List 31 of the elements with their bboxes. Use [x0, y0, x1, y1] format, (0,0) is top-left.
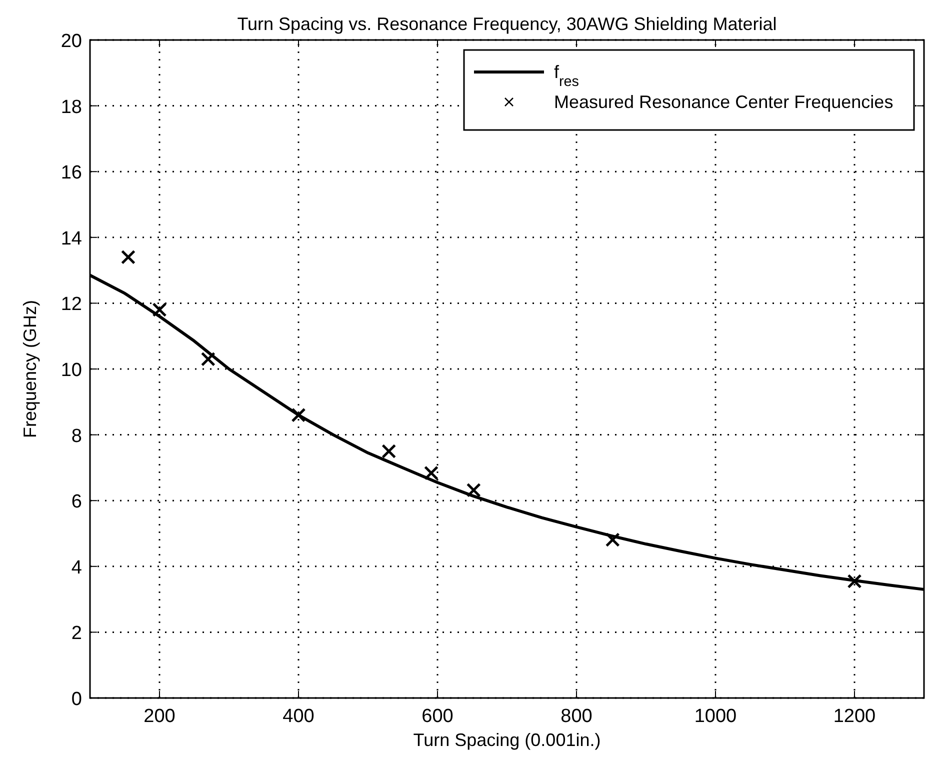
- point: [120, 250, 136, 264]
- point: [605, 532, 620, 547]
- point: [152, 302, 167, 318]
- point: [382, 444, 396, 458]
- y-tick-label: 14: [60, 228, 82, 250]
- y-tick-label: 12: [60, 294, 82, 316]
- y-tick-label: 16: [60, 162, 82, 184]
- y-tick-label: 4: [71, 557, 82, 578]
- chart-title: Turn Spacing vs. Resonance Frequency, 30AWG Shielding Material: [237, 14, 777, 34]
- legend-label: Measured Resonance Center Frequencies: [554, 92, 894, 112]
- point: [200, 352, 216, 366]
- y-tick-label: 20: [60, 31, 82, 52]
- y-tick-label: 6: [71, 492, 82, 513]
- y-tick-label: 2: [71, 623, 82, 644]
- y-tick-label: 18: [60, 96, 82, 118]
- point: [466, 482, 481, 498]
- legend-label: f$_{res}$: [554, 62, 580, 90]
- x-tick-label: 600: [422, 706, 454, 727]
- y-tick-label: 8: [71, 426, 82, 447]
- point: [424, 466, 438, 480]
- x-axis-title: Turn Spacing (0.001in.): [413, 730, 601, 750]
- point: [847, 574, 862, 588]
- x-tick-label: 1200: [833, 706, 876, 727]
- x-tick-label: 200: [144, 706, 176, 727]
- x-tick-label: 1000: [694, 706, 737, 727]
- y-axis-title: Frequency (GHz): [20, 300, 40, 438]
- x-tick-label: 400: [282, 706, 314, 727]
- point: [291, 408, 306, 422]
- y-tick-label: 10: [60, 360, 82, 381]
- x-tick-label: 800: [560, 706, 592, 727]
- y-tick-label: 0: [71, 689, 82, 710]
